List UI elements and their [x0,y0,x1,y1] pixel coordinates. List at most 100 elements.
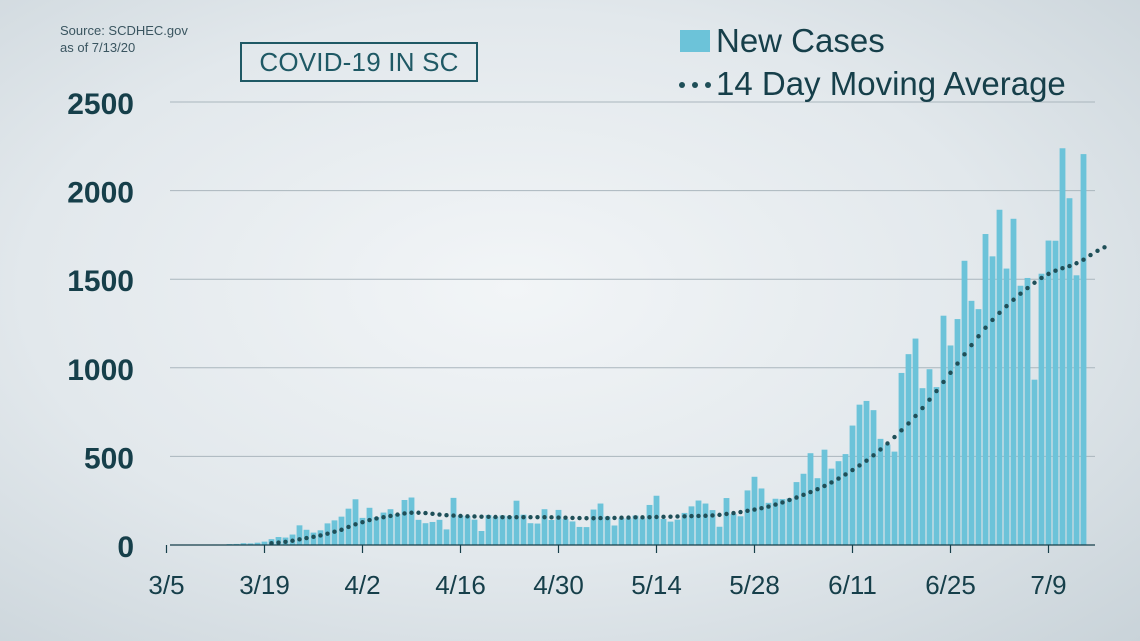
y-tick-label: 2500 [67,88,134,121]
legend-dot [692,82,698,88]
average-point [514,514,519,520]
bar [898,372,905,545]
legend: New Cases 14 Day Moving Average [679,22,1066,102]
bar [1052,240,1059,545]
average-point [381,514,386,520]
average-point [549,515,554,520]
bar [436,519,443,545]
legend-dot [705,82,711,88]
average-point [297,537,302,542]
bar [758,488,765,545]
average-point [752,507,757,512]
moving-average-line [269,245,1107,546]
average-point [1095,248,1100,254]
bar [1080,154,1087,545]
bar [471,519,478,545]
average-point [633,515,638,520]
average-point [444,513,449,518]
bar [681,512,688,545]
bar [513,500,520,545]
bar [849,425,856,545]
bar [884,444,891,545]
bar [1010,218,1017,546]
source-line: Source: SCDHEC.gov [60,23,188,38]
y-tick-label: 1500 [67,265,134,298]
average-point [703,513,708,518]
average-point [787,497,792,503]
bar [1038,273,1045,545]
bar [870,410,877,545]
average-point [486,514,491,520]
bar [912,338,919,545]
average-point [850,467,855,473]
average-point [668,514,673,519]
bar [597,503,604,545]
average-point [472,514,477,519]
bar [555,509,562,545]
bar [905,354,912,545]
bar [450,497,457,545]
bar [611,525,618,545]
bar [254,542,261,545]
average-point [885,441,890,446]
bar [492,516,499,545]
bar [793,482,800,545]
bar [408,497,415,545]
average-point [577,515,582,521]
bar [702,503,709,545]
bar [716,526,723,545]
bar [975,309,982,545]
legend-swatch-new-cases [680,30,710,52]
average-point [304,535,309,541]
average-point [836,476,841,481]
average-point [1053,268,1058,273]
bar [569,521,576,545]
legend-dot [679,82,685,88]
average-point [619,515,624,520]
bar [1017,285,1024,545]
bar [583,527,590,545]
average-point [871,453,876,458]
legend-label-moving-average: 14 Day Moving Average [716,65,1066,102]
average-point [766,504,771,509]
bar [814,478,821,545]
bar [653,495,660,545]
average-point [458,513,463,519]
average-point [899,428,904,433]
bar [877,438,884,545]
bar [380,512,387,545]
average-point [927,397,932,402]
source-note: Source: SCDHEC.gov as of 7/13/20 [60,22,188,56]
bar [317,530,324,545]
x-tick-label: 3/5 [148,570,184,600]
bar [765,502,772,545]
x-tick-label: 7/9 [1030,570,1066,600]
x-tick-label: 5/28 [729,570,780,600]
bar [632,515,639,545]
bar [499,515,506,545]
average-point [591,516,596,521]
y-tick-label: 2000 [67,177,134,210]
bar [590,509,597,545]
average-point [969,342,974,348]
average-point [479,514,484,519]
bar [604,516,611,545]
x-tick-label: 4/16 [435,570,486,600]
average-point [773,502,778,507]
average-point [584,516,589,521]
bar [660,518,667,545]
date-line: as of 7/13/20 [60,40,136,55]
average-point [962,352,967,357]
average-point [500,514,505,520]
bar [506,516,513,545]
bar [296,525,303,545]
bar [926,369,933,545]
bar [562,518,569,545]
average-point [367,517,372,523]
average-point [465,514,470,519]
bar [800,473,807,545]
average-point [430,511,435,517]
average-point [283,539,288,545]
bar [527,523,534,545]
